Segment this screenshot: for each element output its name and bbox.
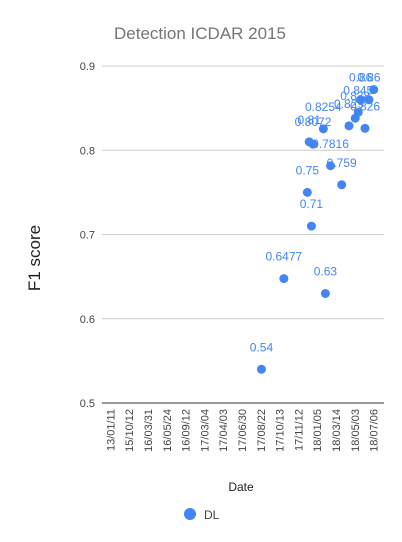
data-point <box>306 221 316 231</box>
data-point <box>364 95 374 105</box>
data-point <box>320 288 330 298</box>
x-tick-label: 17/03/04 <box>199 409 211 452</box>
data-label: 0.826 <box>350 99 380 113</box>
x-tick-label: 15/10/12 <box>124 409 136 452</box>
y-axis-ticks: 0.5 0.6 0.7 0.8 0.9 <box>80 61 95 410</box>
x-tick-label: 17/11/12 <box>293 409 305 451</box>
data-label: 0.86 <box>357 71 381 85</box>
x-tick-label: 18/05/03 <box>350 409 362 452</box>
y-tick-label: 0.8 <box>80 145 95 157</box>
data-point <box>326 161 336 171</box>
x-tick-label: 18/07/06 <box>369 409 381 452</box>
data-point <box>302 187 312 197</box>
data-label: 0.54 <box>250 340 274 354</box>
y-tick-label: 0.6 <box>80 314 95 326</box>
data-point <box>344 121 354 131</box>
x-tick-label: 17/06/30 <box>237 409 249 452</box>
x-tick-label: 16/03/31 <box>143 409 155 452</box>
data-label: 0.86 <box>349 71 373 85</box>
x-tick-label: 18/01/05 <box>312 409 324 452</box>
x-axis-ticks: 13/01/11 15/10/12 16/03/31 16/05/24 16/09/12… <box>105 409 380 452</box>
x-tick-label: 16/05/24 <box>162 409 174 452</box>
x-tick-label: 17/04/03 <box>218 409 230 452</box>
legend: DL <box>184 508 220 522</box>
data-label: 0.6477 <box>265 250 302 264</box>
legend-label-dl: DL <box>204 508 220 522</box>
x-tick-label: 16/09/12 <box>181 409 193 452</box>
x-axis-label: Date <box>228 480 254 494</box>
data-point <box>279 274 289 284</box>
data-label: 0.8254 <box>305 100 342 114</box>
legend-marker-dl <box>184 508 196 520</box>
x-tick-label: 18/03/14 <box>331 409 343 452</box>
data-point <box>353 107 363 117</box>
data-point <box>360 123 370 133</box>
x-tick-label: 17/08/22 <box>256 409 268 452</box>
data-point <box>356 95 366 105</box>
chart-title: Detection ICDAR 2015 <box>114 24 286 43</box>
data-points: 0.540.64770.750.810.710.80720.82540.630.… <box>250 71 381 374</box>
x-tick-label: 17/10/13 <box>275 409 287 452</box>
data-label: 0.81 <box>298 113 322 127</box>
data-point <box>369 85 379 95</box>
y-axis-label: F1 score <box>25 225 44 291</box>
gridlines <box>102 65 384 404</box>
y-tick-label: 0.5 <box>80 398 95 410</box>
y-tick-label: 0.9 <box>80 61 95 73</box>
data-point <box>308 139 318 149</box>
data-label: 0.71 <box>300 197 324 211</box>
data-point <box>337 180 347 190</box>
data-point <box>256 364 266 374</box>
y-tick-label: 0.7 <box>80 230 95 242</box>
data-label: 0.7816 <box>312 137 349 151</box>
data-label: 0.63 <box>314 264 338 278</box>
data-label: 0.845 <box>343 83 373 97</box>
x-tick-label: 13/01/11 <box>105 409 117 451</box>
data-point <box>318 124 328 134</box>
data-label: 0.75 <box>296 163 320 177</box>
data-label: 0.759 <box>327 156 357 170</box>
